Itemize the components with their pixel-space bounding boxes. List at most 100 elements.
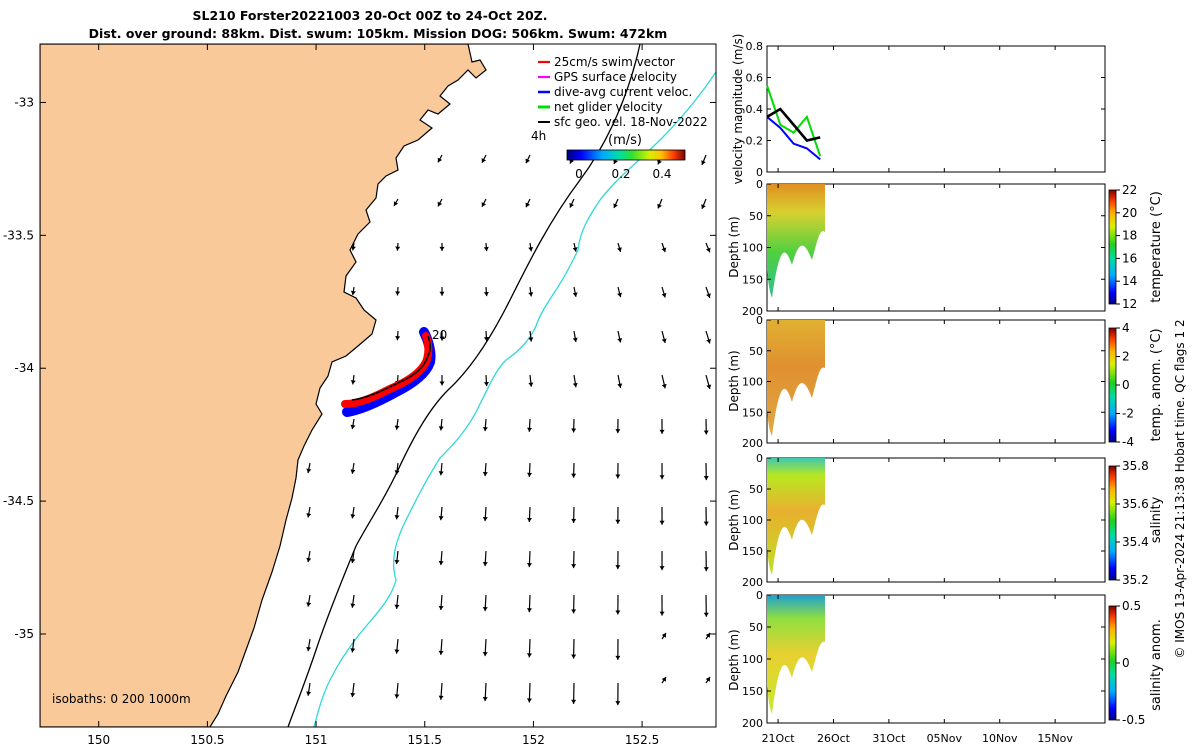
svg-text:0.4: 0.4: [746, 103, 764, 116]
svg-text:0.2: 0.2: [746, 135, 764, 148]
svg-text:35.2: 35.2: [1122, 573, 1149, 587]
map-x-tick-2: 151: [305, 733, 328, 747]
legend-swim-vector: 25cm/s swim vector: [554, 55, 675, 69]
legend-net-glider-velocity: net glider velocity: [554, 100, 662, 114]
land-area: [40, 44, 487, 727]
velocity-ylabel: velocity magnitude (m/s): [731, 34, 745, 185]
map-y-tick-2: -34: [14, 361, 34, 375]
figure-title-line2: Dist. over ground: 88km. Dist. swum: 105…: [89, 26, 668, 41]
glider-track: [341, 327, 436, 417]
time-tick-2: 31Oct: [872, 732, 906, 745]
map-ticks: [40, 44, 716, 727]
svg-text:200: 200: [742, 576, 763, 589]
time-tick-3: 05Nov: [927, 732, 963, 745]
map-y-tick-0: -33: [14, 95, 34, 109]
time-tick-5: 15Nov: [1037, 732, 1073, 745]
velocity-panel: 0 0.2 0.4 0.6 0.8 velocity magnitude (m/s): [731, 34, 1106, 185]
temperature-colorbar: [1108, 189, 1117, 305]
svg-text:18: 18: [1122, 229, 1137, 243]
svg-text:50: 50: [749, 210, 763, 223]
track-end-label: 20: [432, 328, 447, 342]
salinity-anomaly-panel: 0 50 100 150 200 Depth (m) -0.5 0 0.5 salinity…: [727, 589, 1164, 730]
svg-text:0: 0: [756, 589, 763, 602]
map-tick-labels: 150 150.5 151 151.5 152 152.5 -33 -33.5 -34 -34.5…: [3, 95, 659, 747]
temperature-ylabel: Depth (m): [727, 216, 741, 277]
isobath-1000m: [313, 71, 716, 727]
map-x-tick-3: 151.5: [408, 733, 442, 747]
salinity-anomaly-ylabel: Depth (m): [727, 629, 741, 690]
isobaths-label: isobaths: 0 200 1000m: [52, 692, 191, 706]
svg-text:0.5: 0.5: [1122, 599, 1141, 613]
svg-text:0.6: 0.6: [746, 72, 764, 85]
svg-text:150: 150: [742, 406, 763, 419]
colorbar-title: (m/s): [608, 133, 642, 148]
svg-text:150: 150: [742, 273, 763, 286]
temp-anomaly-panel: 0 50 100 150 200 Depth (m) -4 -2 0 2 4 temp. ano…: [727, 314, 1164, 450]
credit-text: © IMOS 13-Apr-2024 21:13:38 Hobart time.…: [1173, 319, 1187, 658]
legend-note: 4h: [531, 129, 546, 143]
svg-text:200: 200: [742, 717, 763, 730]
velocity-colorbar: [566, 149, 686, 161]
time-axis: 21Oct 26Oct 31Oct 05Nov 10Nov 15Nov: [762, 732, 1074, 745]
colorbar-tick-1: 0.2: [611, 167, 630, 181]
svg-text:14: 14: [1122, 274, 1137, 288]
svg-text:35.6: 35.6: [1122, 497, 1149, 511]
svg-text:150: 150: [742, 545, 763, 558]
temp-anomaly-ylabel: Depth (m): [727, 350, 741, 411]
surface-velocity-vectors: [306, 154, 712, 706]
salinity-colorbar: [1108, 465, 1117, 581]
svg-text:12: 12: [1122, 297, 1137, 311]
svg-text:50: 50: [749, 345, 763, 358]
svg-text:50: 50: [749, 483, 763, 496]
svg-text:0: 0: [756, 166, 763, 179]
map-x-tick-5: 152.5: [625, 733, 659, 747]
figure-title-line1: SL210 Forster20221003 20-Oct 00Z to 24-O…: [192, 8, 547, 23]
svg-text:-2: -2: [1122, 407, 1134, 421]
svg-text:0: 0: [756, 314, 763, 327]
time-tick-4: 10Nov: [982, 732, 1018, 745]
map-legend: 25cm/s swim vector GPS surface velocity …: [531, 55, 708, 181]
svg-text:0.8: 0.8: [746, 40, 764, 53]
velocity-series: [766, 85, 822, 161]
svg-text:0: 0: [1122, 656, 1130, 670]
salinity-ylabel: Depth (m): [727, 489, 741, 550]
svg-text:4: 4: [1122, 321, 1130, 335]
colorbar-tick-0: 0: [575, 167, 583, 181]
svg-text:50: 50: [749, 621, 763, 634]
svg-text:35.8: 35.8: [1122, 459, 1149, 473]
svg-text:200: 200: [742, 305, 763, 318]
svg-text:100: 100: [742, 514, 763, 527]
svg-text:100: 100: [742, 242, 763, 255]
map-y-tick-3: -34.5: [3, 494, 34, 508]
velocity-series-2: [766, 116, 821, 161]
svg-text:0: 0: [756, 452, 763, 465]
map-axes-frame: [39, 43, 717, 728]
temp-anomaly-colorbar: [1108, 327, 1117, 443]
velocity-series-0: [766, 107, 821, 142]
time-tick-0: 21Oct: [762, 732, 796, 745]
salinity-anomaly-colorbar: [1108, 605, 1117, 721]
svg-text:-4: -4: [1122, 435, 1134, 449]
isobath-200m: [287, 44, 641, 727]
map-x-tick-4: 152: [522, 733, 545, 747]
map-y-tick-4: -35: [14, 627, 34, 641]
svg-text:200: 200: [742, 437, 763, 450]
svg-text:-0.5: -0.5: [1122, 713, 1145, 727]
temperature-panel: 0 50 100 150 200 Depth (m) 12 14 16 18 20 22 temp…: [727, 178, 1164, 318]
svg-text:150: 150: [742, 685, 763, 698]
salinity-anomaly-colorbar-label: salinity anom.: [1149, 619, 1164, 711]
svg-text:35.4: 35.4: [1122, 535, 1149, 549]
svg-text:2: 2: [1122, 350, 1130, 364]
salinity-colorbar-label: salinity: [1149, 496, 1164, 543]
map-x-tick-0: 150: [87, 733, 110, 747]
time-tick-1: 26Oct: [817, 732, 851, 745]
svg-text:100: 100: [742, 653, 763, 666]
svg-text:0: 0: [756, 178, 763, 191]
map-panel: 20 150 150.5 151 151.5 152 152.5 -33 -33.5 -34 -3…: [3, 43, 717, 747]
legend-gps-velocity: GPS surface velocity: [554, 70, 677, 84]
temperature-colorbar-label: temperature (°C): [1149, 191, 1164, 303]
svg-text:22: 22: [1122, 183, 1137, 197]
legend-sfc-geo-vel: sfc geo. vel. 18-Nov-2022: [554, 115, 708, 129]
